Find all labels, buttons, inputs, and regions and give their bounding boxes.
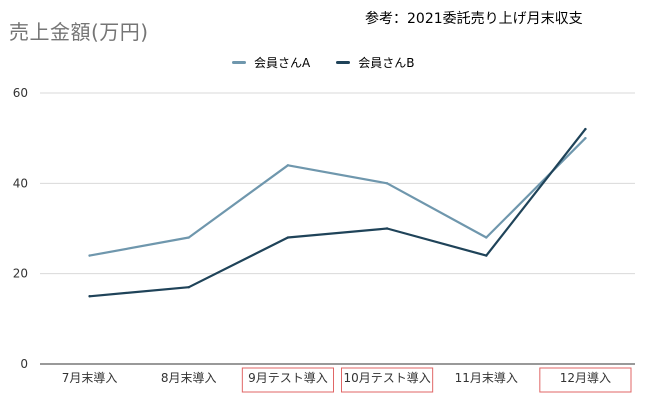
- reference-note: 参考：2021委託売り上げ月末収支: [365, 11, 583, 27]
- highlight-box-3: [241, 367, 334, 393]
- data-point-a-2: [187, 236, 190, 239]
- y-tick-label-0: 0: [20, 357, 28, 371]
- y-tick-label-60: 60: [13, 86, 28, 100]
- data-point-a-3: [286, 164, 290, 167]
- data-point-a-4: [385, 182, 389, 185]
- legend-item-series-a: 会員さんA: [232, 54, 310, 71]
- chart-title: 売上金額(万円): [9, 20, 149, 44]
- highlight-box-6: [539, 367, 632, 393]
- chart-legend: 会員さんA 会員さんB: [232, 54, 440, 70]
- data-point-a-6: [584, 136, 587, 140]
- data-point-b-3: [286, 236, 290, 239]
- series-line-a: [88, 137, 587, 257]
- data-point-b-2: [187, 286, 190, 289]
- legend-label-series-b: 会員さんB: [358, 55, 415, 70]
- legend-item-series-b: 会員さんB: [336, 54, 414, 71]
- x-tick-label-1: 7月末導入: [62, 371, 118, 385]
- x-tick-label-3: 9月テスト導入: [248, 371, 328, 385]
- data-point-b-1: [88, 295, 91, 298]
- x-tick-label-6: 12月導入: [560, 371, 611, 385]
- data-point-b-6: [584, 127, 587, 131]
- y-tick-label-40: 40: [13, 176, 28, 190]
- legend-swatch-series-b: [336, 60, 351, 64]
- data-point-a-1: [88, 254, 91, 257]
- y-tick-label-20: 20: [13, 267, 28, 281]
- data-point-a-5: [485, 236, 488, 239]
- legend-label-series-a: 会員さんA: [254, 55, 311, 70]
- series-line-b: [88, 128, 587, 298]
- x-tick-label-4: 10月テスト導入: [343, 371, 430, 385]
- legend-swatch-series-a: [232, 60, 246, 64]
- data-point-b-5: [485, 254, 488, 257]
- data-point-b-4: [385, 227, 389, 230]
- x-tick-label-2: 8月末導入: [161, 371, 217, 385]
- x-tick-label-5: 11月末導入: [455, 371, 518, 385]
- highlight-box-4: [341, 367, 434, 393]
